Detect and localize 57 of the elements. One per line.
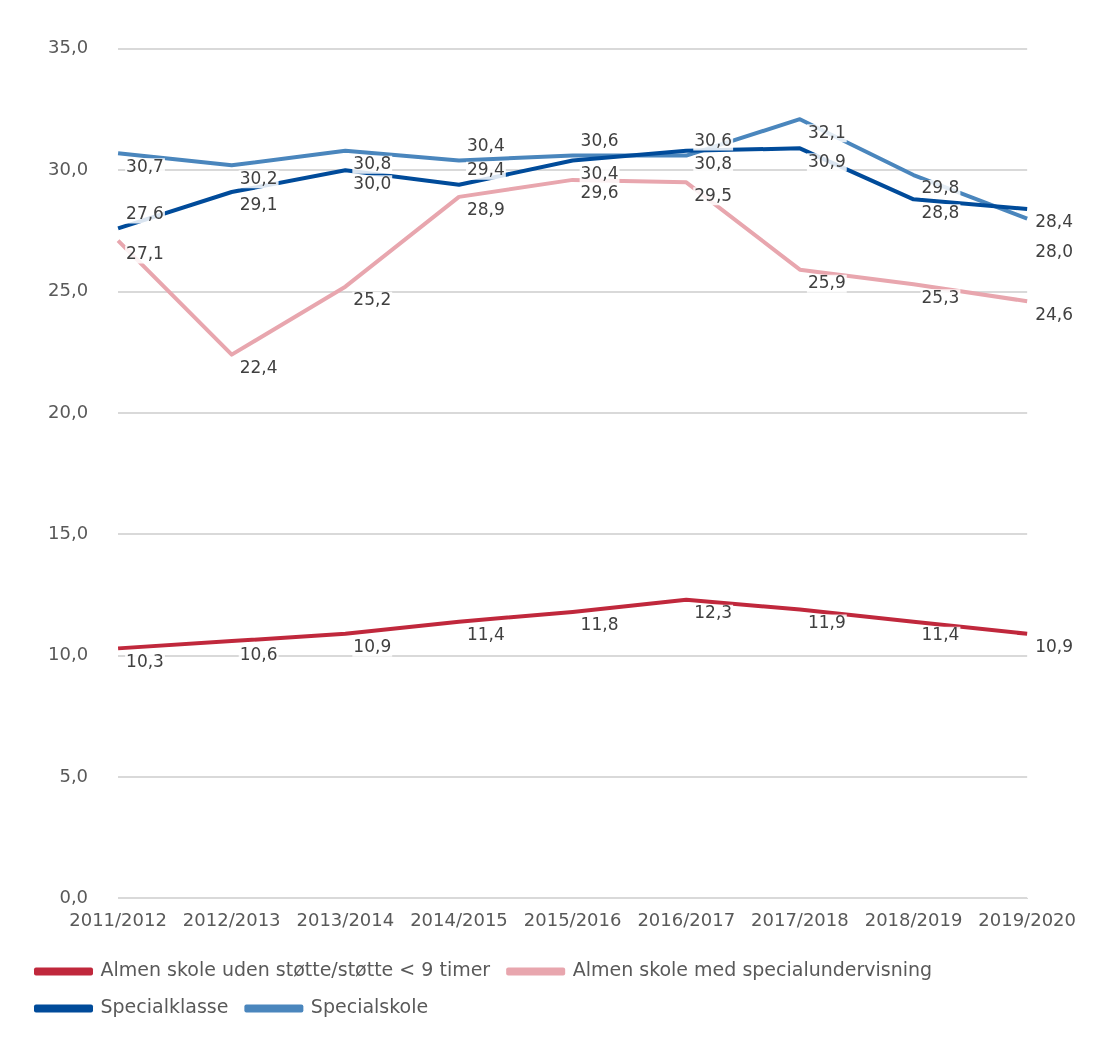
y-tick-label: 20,0: [48, 400, 89, 422]
data-label: 25,3: [921, 286, 960, 307]
data-label: 10,9: [353, 636, 392, 657]
x-tick-label: 2012/2013: [182, 908, 281, 930]
data-label: 30,6: [694, 130, 733, 151]
data-label: 11,4: [921, 624, 960, 645]
y-tick-label: 5,0: [59, 764, 89, 786]
data-label: 30,4: [580, 162, 619, 183]
data-label: 29,6: [580, 182, 619, 203]
x-tick-label: 2014/2015: [410, 908, 508, 930]
x-tick-label: 2018/2019: [864, 908, 963, 930]
y-tick-label: 30,0: [48, 157, 89, 179]
data-label: 29,5: [694, 184, 733, 205]
data-label: 28,4: [1035, 211, 1074, 232]
data-label: 11,8: [580, 614, 619, 635]
data-label: 30,9: [807, 150, 846, 171]
data-label: 12,3: [694, 602, 733, 623]
y-tick-label: 35,0: [48, 36, 89, 58]
x-tick-label: 2015/2016: [523, 908, 622, 930]
legend-label: Almen skole med specialundervisning: [572, 958, 933, 981]
data-label: 10,6: [239, 643, 278, 664]
data-label: 10,9: [1035, 636, 1074, 657]
data-label: 25,9: [807, 272, 846, 293]
y-tick-label: 25,0: [48, 279, 89, 301]
data-label: 27,6: [126, 202, 164, 223]
data-label: 11,9: [807, 611, 846, 632]
x-tick-label: 2013/2014: [296, 908, 395, 930]
legend-label: Specialklasse: [100, 995, 229, 1018]
legend-label: Almen skole uden støtte/støtte < 9 timer: [100, 958, 491, 981]
x-tick-label: 2011/2012: [69, 908, 167, 930]
data-label: 32,1: [807, 121, 846, 142]
data-label: 29,4: [466, 159, 505, 180]
data-label: 30,4: [466, 134, 505, 155]
x-tick-label: 2016/2017: [637, 908, 736, 930]
y-tick-label: 10,0: [48, 643, 89, 665]
data-label: 28,0: [1035, 241, 1074, 262]
data-label: 11,4: [466, 624, 505, 645]
data-label: 30,2: [239, 167, 278, 188]
data-label: 29,1: [239, 194, 278, 215]
x-tick-label: 2019/2020: [978, 908, 1076, 930]
x-tick-label: 2017/2018: [751, 908, 849, 930]
data-label: 30,8: [353, 153, 392, 174]
data-label: 30,0: [353, 172, 392, 193]
legend-label: Specialskole: [310, 995, 429, 1018]
data-label: 28,8: [921, 201, 960, 222]
data-label: 30,8: [694, 153, 733, 174]
data-label: 24,6: [1035, 303, 1074, 324]
y-tick-label: 0,0: [59, 886, 89, 908]
data-label: 25,2: [353, 289, 392, 310]
y-tick-label: 15,0: [48, 521, 89, 543]
data-label: 29,8: [921, 177, 960, 198]
data-label: 10,3: [126, 650, 164, 671]
data-label: 30,7: [126, 155, 164, 176]
data-label: 30,6: [580, 130, 619, 151]
data-label: 27,1: [126, 242, 164, 263]
data-label: 22,4: [239, 357, 278, 378]
data-label: 28,9: [466, 199, 505, 220]
